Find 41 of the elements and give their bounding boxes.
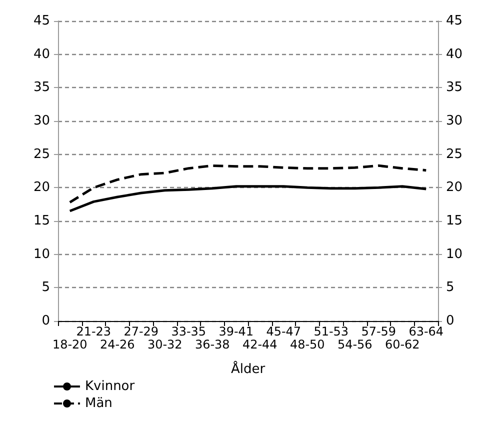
x-tick-label: 30-32 <box>147 338 182 352</box>
x-tick-label: 24-26 <box>100 338 135 352</box>
y2-tick-label: 30 <box>446 114 463 128</box>
x-tick-label: 60-62 <box>384 338 420 352</box>
line-series <box>68 185 428 212</box>
y2-tick-label: 20 <box>446 180 463 196</box>
x-tick-label: 33-35 <box>171 324 206 338</box>
y2-tick-label: 45 <box>446 14 463 28</box>
x-tick-label: 48-50 <box>290 338 325 352</box>
y2-tick-label: 15 <box>446 214 463 228</box>
y-tick-label: 30 <box>33 114 50 128</box>
y2-tick-label: 0 <box>446 314 454 328</box>
x-tick-label: 36-38 <box>194 338 230 352</box>
y-tick-label: 0 <box>42 314 50 328</box>
x-tick-label: 18-20 <box>52 338 88 352</box>
y2-tick-label: 40 <box>446 46 463 62</box>
y-tick-label: 15 <box>33 214 50 228</box>
x-tick-label: 57-59 <box>361 324 396 338</box>
y2-tick-label: 5 <box>446 280 454 296</box>
x-axis-title: Ålder <box>230 360 266 377</box>
legend-label: Män <box>85 396 112 411</box>
legend-label: Kvinnor <box>85 379 136 394</box>
y-tick-label: 20 <box>33 180 50 196</box>
y-tick-label: 35 <box>33 80 50 96</box>
x-tick-label: 54-56 <box>337 338 372 352</box>
line-series <box>68 164 428 204</box>
x-tick-label: 21-23 <box>76 324 112 338</box>
y2-tick-label: 10 <box>446 246 463 262</box>
x-tick-label: 45-47 <box>266 324 302 338</box>
x-tick-label: 51-53 <box>314 324 349 338</box>
x-tick-label: 63-64 <box>408 324 444 338</box>
y2-tick-label: 35 <box>446 80 463 96</box>
y-tick-label: 25 <box>33 146 50 162</box>
x-tick-label: 42-44 <box>242 338 278 352</box>
y-tick-label: 5 <box>42 280 50 296</box>
y2-tick-label: 25 <box>446 146 463 162</box>
y-tick-label: 45 <box>33 14 50 28</box>
x-tick-label: 39-41 <box>218 324 254 338</box>
y-tick-label: 40 <box>33 46 50 62</box>
x-tick-label: 27-29 <box>124 324 159 338</box>
y-tick-label: 10 <box>33 246 50 262</box>
